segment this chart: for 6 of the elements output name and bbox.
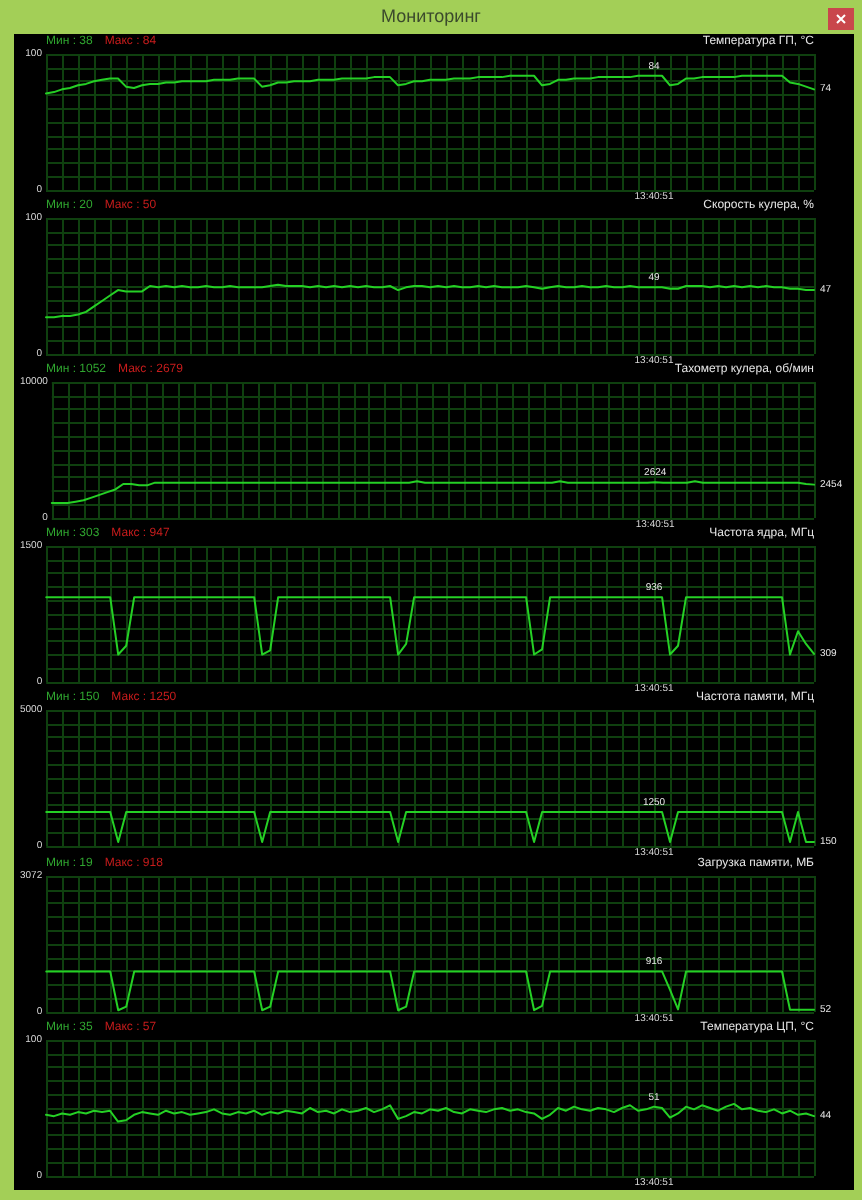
line-series bbox=[45, 1102, 815, 1122]
line-series bbox=[50, 480, 815, 504]
line-series bbox=[45, 283, 815, 318]
text: Мониторинг bbox=[379, 4, 483, 30]
line-series bbox=[45, 596, 815, 656]
line-series bbox=[45, 73, 815, 94]
